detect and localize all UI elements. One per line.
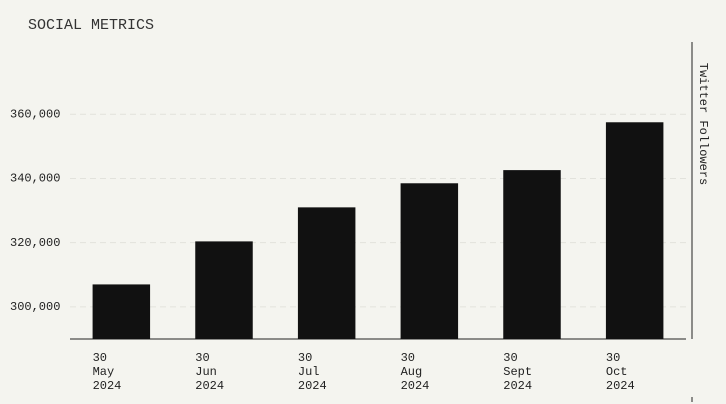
x-tick-label-line: 30 [93,351,107,365]
bar [195,241,253,339]
x-tick-label-line: 30 [195,351,209,365]
x-tick-label-line: 2024 [503,379,532,393]
x-tick-label: 30 Jul 2024 [298,351,327,393]
bar [503,170,561,339]
x-tick-label-line: 2024 [195,379,224,393]
y-tick-label: 360,000 [10,107,60,121]
y-tick-label: 300,000 [10,300,60,314]
x-tick-label-line: 30 [606,351,620,365]
x-tick-label-line: 30 [503,351,517,365]
x-tick-label-line: May [93,365,115,379]
y-tick-label: 340,000 [10,172,60,186]
x-tick-label: 30 Oct 2024 [606,351,635,393]
bar [92,284,151,339]
x-tick-label-line: Sept [503,365,532,379]
chart-title: SOCIAL METRICS [28,17,154,34]
x-tick-label-line: 2024 [93,379,122,393]
x-tick-label: 30 Sept 2024 [503,351,532,393]
x-tick-label: 30 Aug 2024 [401,351,430,393]
x-tick-label-line: Oct [606,365,628,379]
x-tick-label-line: 2024 [606,379,635,393]
x-tick-label-line: Aug [401,365,423,379]
bar [605,122,664,340]
x-tick-label-line: Jun [195,365,217,379]
x-tick-label: 30 Jun 2024 [195,351,224,393]
x-tick-label: 30 May 2024 [93,351,122,393]
x-tick-label-line: 2024 [401,379,430,393]
y-axis-label: Twitter Followers [696,63,710,185]
bar [400,183,459,339]
x-tick-label-line: 30 [298,351,312,365]
y-tick-label: 320,000 [10,236,60,250]
bar [297,207,356,339]
x-tick-label-line: 2024 [298,379,327,393]
x-tick-label-line: Jul [298,365,320,379]
x-tick-label-line: 30 [401,351,415,365]
